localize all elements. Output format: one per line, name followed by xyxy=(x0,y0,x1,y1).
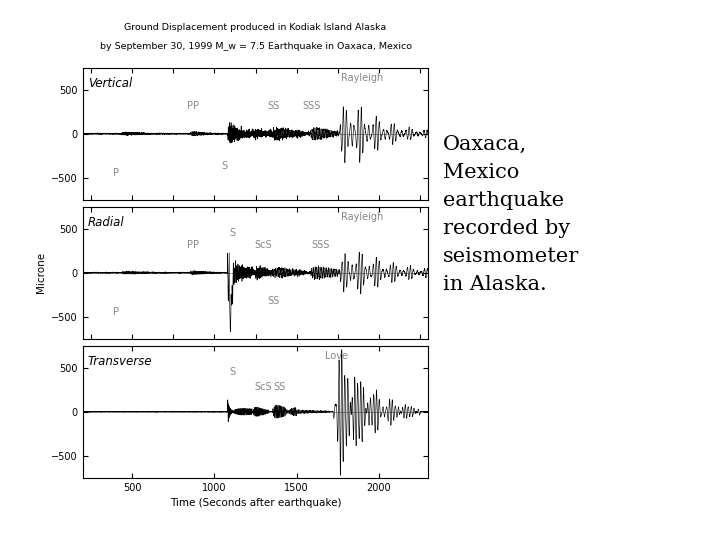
Text: Oaxaca,
Mexico
earthquake
recorded by
seismometer
in Alaska.: Oaxaca, Mexico earthquake recorded by se… xyxy=(443,135,579,294)
Text: SSS: SSS xyxy=(312,240,330,250)
Text: by September 30, 1999 M_w = 7.5 Earthquake in Oaxaca, Mexico: by September 30, 1999 M_w = 7.5 Earthqua… xyxy=(99,42,412,51)
Text: S: S xyxy=(229,367,235,376)
Text: SSS: SSS xyxy=(302,101,320,111)
Text: Love: Love xyxy=(325,351,348,361)
Text: Transverse: Transverse xyxy=(88,355,153,368)
Text: PP: PP xyxy=(187,101,199,111)
Text: ScS: ScS xyxy=(254,382,271,392)
Text: Ground Displacement produced in Kodiak Island Alaska: Ground Displacement produced in Kodiak I… xyxy=(125,23,387,32)
Text: PP: PP xyxy=(187,240,199,250)
X-axis label: Time (Seconds after earthquake): Time (Seconds after earthquake) xyxy=(170,498,341,508)
Text: ScS: ScS xyxy=(254,240,271,250)
Text: SS: SS xyxy=(274,382,286,392)
Text: Vertical: Vertical xyxy=(88,77,132,90)
Text: Radial: Radial xyxy=(88,216,125,229)
Y-axis label: Microne: Microne xyxy=(36,252,46,293)
Text: SS: SS xyxy=(268,295,280,306)
Text: P: P xyxy=(113,307,119,317)
Text: P: P xyxy=(113,168,119,178)
Text: S: S xyxy=(221,161,228,171)
Text: S: S xyxy=(230,228,235,238)
Text: SS: SS xyxy=(268,101,280,111)
Text: Rayleigh: Rayleigh xyxy=(341,212,384,222)
Text: Rayleigh: Rayleigh xyxy=(341,73,384,83)
